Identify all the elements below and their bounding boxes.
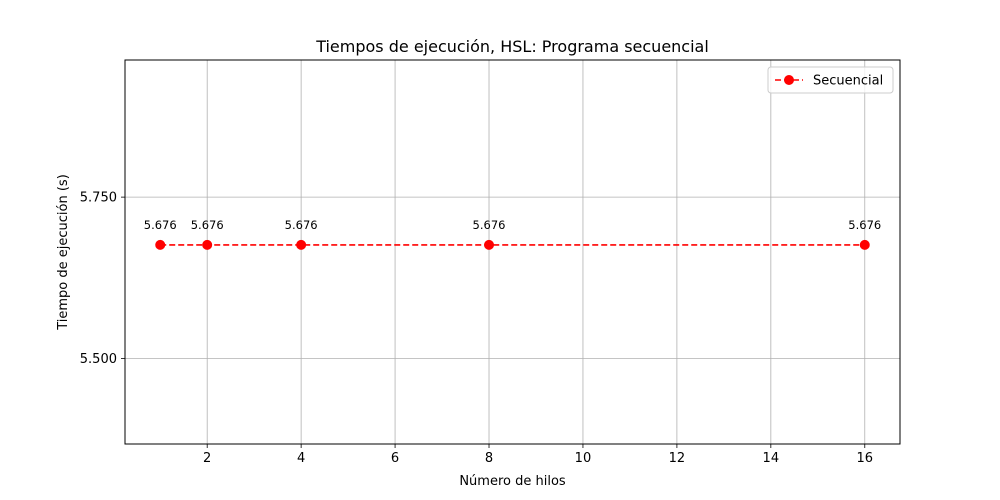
data-label: 5.676 [285,218,318,232]
y-tick-label: 5.750 [80,191,117,206]
x-tick-label: 2 [203,451,211,466]
legend: Secuencial [767,66,894,94]
x-tick-label: 6 [391,451,399,466]
plot-frame [124,59,901,445]
data-point [296,239,307,250]
x-tick-label: 14 [763,451,780,466]
x-tick-label: 10 [575,451,592,466]
data-label: 5.676 [144,218,177,232]
x-tick-label: 12 [669,451,686,466]
x-tick-label: 8 [485,451,493,466]
y-axis-label: Tiempo de ejecución (s) [56,174,71,331]
chart-title: Tiempos de ejecución, HSL: Programa secu… [315,37,709,56]
x-tick-label: 4 [297,451,305,466]
data-label: 5.676 [191,218,224,232]
axis-ticks: 2 4 6 8 10 12 14 16 5.500 5.750 [80,191,873,466]
legend-marker [784,75,794,85]
y-tick-label: 5.500 [80,352,117,367]
grid [125,60,900,444]
legend-box [767,66,894,94]
data-point [859,239,870,250]
legend-label: Secuencial [813,74,883,89]
x-tick-label: 16 [856,451,873,466]
data-labels: 5.676 5.676 5.676 5.676 5.676 [144,218,881,232]
data-label: 5.676 [473,218,506,232]
x-axis-label: Número de hilos [459,474,566,489]
data-point [155,239,166,250]
data-label: 5.676 [848,218,881,232]
series-group [155,239,870,250]
data-point [202,239,213,250]
data-point [484,239,495,250]
